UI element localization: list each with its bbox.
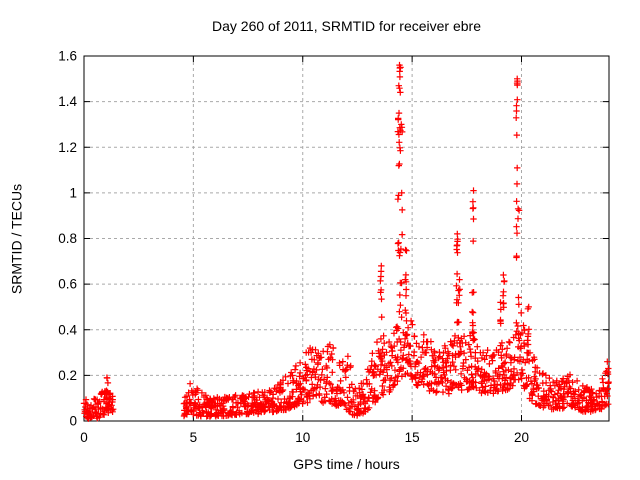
x-tick-label: 10: [295, 430, 310, 445]
y-tick-label: 1: [69, 185, 77, 200]
y-tick-label: 1.4: [58, 94, 77, 109]
x-tick-label: 0: [80, 430, 88, 445]
y-tick-label: 1.2: [58, 140, 77, 155]
y-tick-label: 0: [69, 414, 77, 429]
y-tick-label: 1.6: [58, 49, 77, 64]
x-tick-label: 15: [405, 430, 420, 445]
scatter-points: [80, 61, 612, 422]
y-tick-label: 0.6: [58, 277, 77, 292]
x-tick-label: 20: [514, 430, 529, 445]
y-tick-label: 0.2: [58, 368, 77, 383]
chart-title: Day 260 of 2011, SRMTID for receiver ebr…: [212, 18, 481, 34]
x-axis-title: GPS time / hours: [293, 456, 400, 472]
y-tick-label: 0.8: [58, 231, 77, 246]
y-tick-label: 0.4: [58, 322, 77, 337]
x-tick-label: 5: [190, 430, 198, 445]
